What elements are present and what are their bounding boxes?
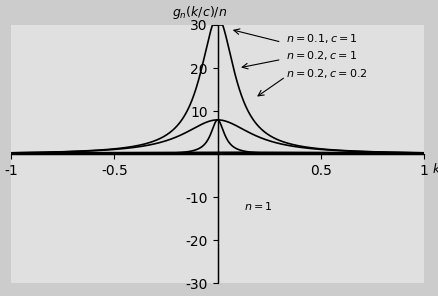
Text: $n = 0.1, c = 1$: $n = 0.1, c = 1$ [285,32,357,45]
Text: $n = 1$: $n = 1$ [244,200,272,212]
Text: $n = 0.2, c = 1$: $n = 0.2, c = 1$ [285,49,356,62]
Text: $n = 0.2, c = 0.2$: $n = 0.2, c = 0.2$ [285,67,366,80]
Text: $g_n(k/c)/n$: $g_n(k/c)/n$ [172,4,227,21]
X-axis label: $k$: $k$ [431,162,438,176]
